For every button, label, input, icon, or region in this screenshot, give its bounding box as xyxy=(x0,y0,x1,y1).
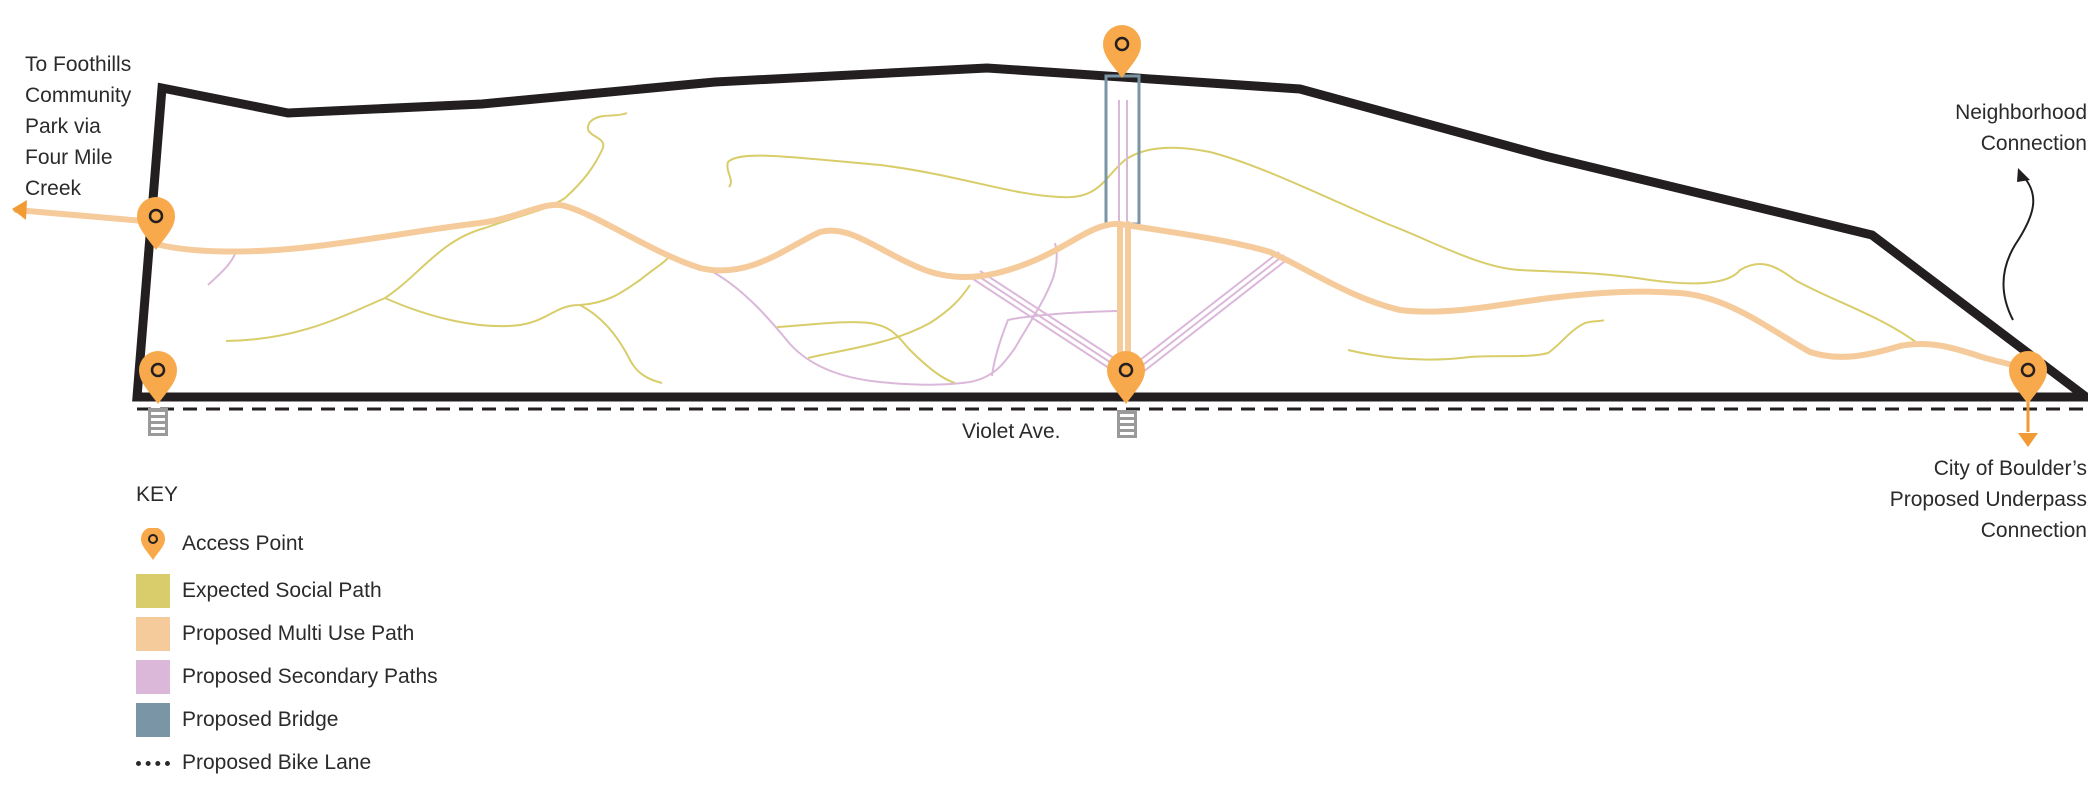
secondary-path xyxy=(1138,254,1285,369)
legend-item-bridge: Proposed Bridge xyxy=(136,703,338,737)
legend-label: Proposed Secondary Paths xyxy=(182,665,438,688)
proposed-bridge xyxy=(1104,74,1141,226)
secondary-path xyxy=(979,270,1124,365)
secondary-path xyxy=(712,242,1058,386)
label-line: Creek xyxy=(25,177,82,200)
access-point-pin[interactable] xyxy=(1101,23,1143,80)
social-path xyxy=(726,146,1921,346)
arrow-neighborhood xyxy=(2002,175,2035,321)
secondary-path xyxy=(1134,251,1280,365)
label-line: Park via xyxy=(25,115,101,138)
legend-label: Expected Social Path xyxy=(182,579,382,602)
arrow-neighborhood-head xyxy=(2017,168,2030,182)
multi-use-paths xyxy=(13,201,2031,373)
social-path xyxy=(579,304,663,384)
label-line: City of Boulder’s xyxy=(1933,457,2087,480)
legend-swatch xyxy=(136,617,170,651)
street-label: Violet Ave. xyxy=(962,420,1061,443)
foothills-connection-label: To Foothills Community Park via Four Mil… xyxy=(25,49,131,204)
legend-label: Proposed Bike Lane xyxy=(182,751,372,774)
legend-item-access-point: Access Point xyxy=(136,527,303,561)
secondary-paths xyxy=(207,100,1290,386)
secondary-path xyxy=(1142,257,1290,373)
underpass-connection-label: City of Boulder’s Proposed Underpass Con… xyxy=(1890,453,2087,546)
secondary-path xyxy=(974,273,1120,369)
property-boundary xyxy=(132,63,2088,402)
social-path xyxy=(564,112,628,199)
crosswalk-icon xyxy=(148,408,168,436)
secondary-path xyxy=(969,276,1116,373)
bike-lane-swatch xyxy=(136,760,170,766)
social-path xyxy=(384,257,669,328)
arrow-to-foothills xyxy=(12,200,27,220)
access-point-pin[interactable] xyxy=(135,195,177,252)
legend-item-social-path: Expected Social Path xyxy=(136,574,382,608)
legend-swatch xyxy=(136,660,170,694)
label-line: Proposed Underpass xyxy=(1889,488,2087,511)
bridge-deck xyxy=(1104,74,1141,226)
label-line: To Foothills xyxy=(25,53,132,76)
legend-title: KEY xyxy=(136,483,179,506)
neighborhood-connection-label: Neighborhood Connection xyxy=(1955,97,2087,159)
label-line: Connection xyxy=(1980,132,2087,155)
access-point-icon xyxy=(136,527,170,561)
secondary-path xyxy=(991,310,1118,377)
legend-item-bike-lane: Proposed Bike Lane xyxy=(136,746,371,780)
label-line: Community xyxy=(25,84,132,107)
label-line: Connection xyxy=(1980,519,2087,542)
legend-label: Access Point xyxy=(182,532,304,555)
label-line: Neighborhood xyxy=(1955,101,2087,124)
social-path xyxy=(807,284,971,359)
legend-swatch xyxy=(136,703,170,737)
multi-use-path xyxy=(13,207,158,225)
social-path xyxy=(1347,319,1605,361)
legend-item-secondary-paths: Proposed Secondary Paths xyxy=(136,660,438,694)
social-path xyxy=(225,197,566,342)
social-path xyxy=(776,321,956,384)
legend-label: Proposed Bridge xyxy=(182,708,339,731)
secondary-path xyxy=(207,253,236,286)
arrow-underpass xyxy=(2018,433,2038,447)
label-line: Four Mile xyxy=(25,146,113,169)
legend-item-multi-use-path: Proposed Multi Use Path xyxy=(136,617,414,651)
social-paths xyxy=(225,112,1921,384)
legend-label: Proposed Multi Use Path xyxy=(182,622,415,645)
legend-swatch xyxy=(136,574,170,608)
crosswalk-icon xyxy=(1117,410,1137,438)
